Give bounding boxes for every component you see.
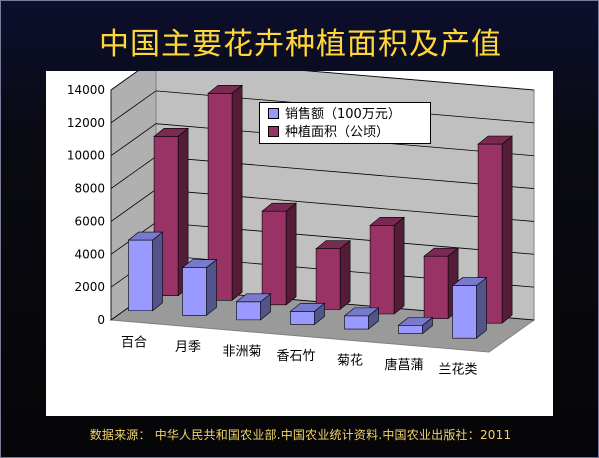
bar-sales (128, 239, 153, 312)
bar-chart: 0 2000 4000 6000 8000 10000 12000 14000 百合 月季 非洲菊香… (67, 71, 536, 378)
bar-area (369, 224, 395, 315)
bar-top-sales (235, 293, 272, 303)
x-tick-label: 百合 (121, 335, 147, 350)
bar-top-area (207, 84, 243, 94)
legend-swatch-area (268, 126, 279, 137)
y-tick-label: 12000 (67, 116, 105, 130)
bar-area (423, 255, 449, 319)
gridline (110, 123, 535, 157)
x-tick-label: 唐菖蒲 (384, 357, 423, 373)
y-tick-label: 14000 (67, 83, 105, 97)
bar-side-sales (206, 259, 217, 316)
x-tick-label: 月季 (175, 340, 201, 355)
legend-label-sales: 销售额（100万元） (285, 107, 401, 122)
y-tick-label: 2000 (74, 280, 105, 294)
x-tick-label: 香石竹 (276, 349, 315, 364)
gridline (110, 71, 535, 91)
bar-side-sales (152, 231, 163, 312)
bar-sales (182, 267, 207, 316)
legend-item-sales: 销售额（100万元） (268, 107, 401, 123)
x-tick-label: 兰花类 (438, 362, 477, 378)
bar-sales (452, 285, 477, 339)
bar-top-area (315, 240, 351, 249)
bar-area (315, 248, 341, 310)
legend-swatch-sales (268, 108, 279, 119)
bar-top-sales (451, 277, 488, 286)
bar-sales (290, 311, 315, 325)
y-tick-label: 10000 (67, 149, 105, 163)
legend-label-area: 种植面积（公顷） (285, 125, 390, 140)
bar-top-area (261, 202, 297, 212)
bar-side-area (501, 135, 513, 324)
bar-sales (236, 301, 261, 321)
bar-top-area (369, 216, 405, 226)
y-tick-label: 6000 (74, 214, 105, 228)
data-source-footer: 数据来源： 中华人民共和国农业部.中国农业统计资料.中国农业出版社：2011 (89, 428, 512, 442)
bar-top-sales (289, 303, 326, 312)
bar-top-area (423, 247, 459, 257)
y-tick-label: 0 (97, 313, 105, 327)
chart-legend: 销售额（100万元） 种植面积（公顷） (259, 102, 431, 144)
bar-area (261, 210, 287, 306)
bar-sales (398, 325, 423, 334)
bar-side-area (285, 202, 297, 306)
y-tick-label: 8000 (74, 182, 105, 196)
bar-top-area (477, 135, 513, 145)
bar-side-sales (476, 276, 487, 339)
bar-top-sales (343, 307, 380, 317)
bar-top-sales (127, 231, 164, 241)
legend-item-area: 种植面积（公顷） (268, 125, 389, 141)
bar-side-area (339, 240, 351, 311)
x-tick-label: 菊花 (337, 353, 363, 369)
y-tick-label: 4000 (74, 247, 105, 261)
slide-title: 中国主要花卉种植面积及产值 (99, 27, 502, 62)
bar-top-area (153, 128, 189, 137)
bar-top-sales (397, 317, 434, 326)
x-tick-label: 非洲菊 (222, 344, 261, 359)
bar-side-area (393, 216, 405, 315)
bar-side-area (231, 84, 243, 301)
bar-sales (344, 315, 369, 330)
bar-top-sales (181, 259, 218, 268)
